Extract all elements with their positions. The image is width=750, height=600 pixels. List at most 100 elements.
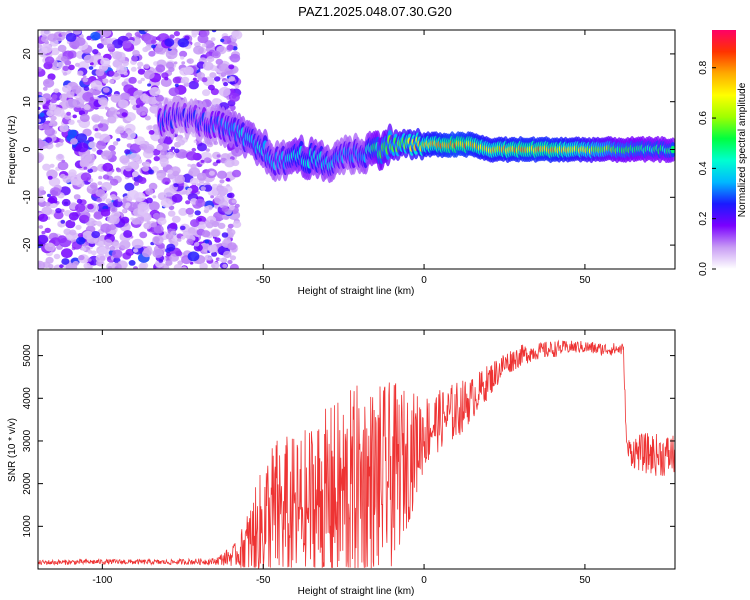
- spectrogram-noise-blob: [112, 141, 119, 146]
- spectrogram-noise-blob: [211, 251, 218, 257]
- spectrogram-noise-blob: [165, 259, 173, 266]
- spectrogram-noise-blob: [206, 56, 215, 63]
- spectrogram-noise-blob: [167, 55, 172, 60]
- spectrogram-noise-blob: [79, 158, 89, 167]
- spectrogram-noise-blob: [96, 197, 102, 203]
- spectrogram-noise-blob: [61, 198, 71, 207]
- spectrogram-noise-blob: [123, 84, 135, 94]
- spectrogram-noise-blob: [74, 62, 80, 67]
- colorbar-tick-label: 0.0: [698, 262, 709, 276]
- spectrogram-noise-blob: [65, 219, 76, 229]
- colorbar-label: Normalized spectral amplitude: [737, 82, 748, 217]
- spectrogram-noise-blob: [110, 194, 117, 199]
- colorbar: 0.0 0.2 0.4 0.6 0.8 Normalized spectral ampl…: [698, 30, 748, 276]
- spectrogram-noise-blob: [212, 161, 218, 167]
- spectrogram-noise-blob: [116, 138, 121, 142]
- spectrogram-noise-blob: [38, 124, 44, 130]
- spectrogram-noise-blob: [87, 203, 94, 210]
- snr-y-ticks: 1000 2000 3000 4000 5000: [22, 344, 675, 537]
- y-tick-label: 2000: [22, 472, 33, 495]
- spectrogram-noise-blob: [38, 139, 46, 149]
- spectrogram-noise-blob: [169, 222, 178, 230]
- spectrogram-noise-blob: [68, 212, 79, 221]
- spectrogram-noise-blob: [220, 38, 225, 43]
- spectrogram-noise-blob: [211, 261, 220, 269]
- spectrogram-noise-blob: [87, 168, 93, 173]
- spectrogram-noise-blob: [153, 225, 164, 234]
- spectrogram-noise-blob: [132, 50, 140, 57]
- spectrogram-noise-blob: [44, 227, 51, 233]
- spectrogram-noise-blob: [173, 61, 178, 65]
- spectrogram-noise-blob: [131, 55, 138, 62]
- spectrogram-noise-blob: [147, 125, 154, 130]
- spectrogram-noise-blob: [133, 181, 140, 186]
- spectrogram-noise-blob: [45, 137, 53, 143]
- spectrogram-noise-blob: [100, 57, 111, 67]
- spectrogram-x-ticks: -100 -50 0 50: [92, 30, 591, 286]
- spectrogram-noise-blob: [196, 172, 207, 181]
- spectrogram-noise-blob: [89, 62, 94, 66]
- spectrogram-noise-blob: [90, 182, 98, 189]
- spectrogram-noise-blob: [102, 78, 109, 84]
- spectrogram-noise-blob: [210, 195, 215, 199]
- spectrogram-noise-blob: [102, 87, 110, 93]
- spectrogram-noise-blob: [180, 235, 186, 240]
- spectrogram-noise-blob: [121, 112, 128, 117]
- spectrogram-noise-blob: [57, 44, 67, 53]
- spectrogram-noise-blob: [72, 260, 79, 267]
- spectrogram-noise-blob: [60, 219, 66, 224]
- spectrogram-noise-blob: [58, 223, 62, 227]
- spectrogram-noise-blob: [172, 76, 182, 84]
- spectrogram-noise-blob: [187, 163, 192, 167]
- spectrogram-noise-blob: [91, 231, 101, 239]
- spectrogram-noise-blob: [215, 58, 223, 65]
- spectrogram-noise-blob: [105, 106, 109, 110]
- spectrogram-noise-blob: [60, 56, 68, 62]
- spectrogram-noise-blob: [194, 210, 201, 216]
- spectrogram-noise-blob: [61, 248, 73, 259]
- spectrogram-noise-blob: [71, 85, 82, 94]
- spectrogram-noise-blob: [196, 183, 201, 187]
- spectrogram-noise-blob: [98, 241, 105, 247]
- spectrogram-noise-blob: [68, 169, 77, 177]
- spectrogram-noise-blob: [204, 254, 212, 261]
- spectrogram-noise-blob: [40, 35, 49, 43]
- spectrogram-noise-blob: [76, 236, 86, 245]
- spectrogram-noise-blob: [226, 227, 233, 233]
- spectrogram-noise-blob: [149, 86, 161, 97]
- spectrogram-noise-blob: [76, 142, 89, 153]
- y-tick-label: -10: [22, 190, 33, 205]
- spectrogram-noise-blob: [195, 79, 200, 83]
- spectrogram-noise-blob: [83, 104, 91, 111]
- spectrogram-noise-blob: [203, 184, 213, 192]
- spectrogram-noise-blob: [194, 242, 200, 247]
- spectrogram-noise-blob: [152, 235, 164, 245]
- spectrogram-noise-blob: [181, 61, 186, 65]
- spectrogram-noise-blob: [38, 152, 45, 162]
- spectrogram-noise-blob: [70, 138, 78, 145]
- spectrogram-noise-blob: [38, 106, 41, 111]
- spectrogram-noise-blob: [53, 210, 64, 220]
- spectrogram-noise-blob: [131, 238, 144, 249]
- spectrogram-noise-blob: [152, 148, 161, 156]
- spectrogram-noise-blob: [158, 259, 163, 263]
- spectrogram-noise-blob: [116, 111, 121, 115]
- spectrogram-noise-blob: [48, 177, 61, 187]
- spectrogram-noise-blob: [55, 153, 65, 161]
- spectrogram-noise-blob: [38, 66, 42, 72]
- spectrogram-noise-blob: [65, 91, 75, 99]
- spectrogram-noise-blob: [152, 195, 157, 199]
- spectrogram-noise-blob: [180, 225, 186, 231]
- spectrogram-noise-blob: [174, 174, 185, 184]
- spectrogram-noise-blob: [132, 171, 139, 177]
- spectrogram-noise-blob: [177, 238, 182, 242]
- spectrogram-noise-blob: [209, 72, 217, 79]
- spectrogram-y-label: Frequency (Hz): [7, 116, 18, 185]
- spectrogram-noise-blob: [177, 260, 184, 266]
- spectrogram-noise-blob: [193, 45, 204, 55]
- spectrogram-noise-blob: [156, 173, 161, 177]
- spectrogram-noise-blob: [228, 76, 236, 82]
- spectrogram-noise-blob: [125, 248, 135, 256]
- spectrogram-noise-blob: [95, 189, 106, 198]
- spectrogram-noise-blob: [168, 66, 175, 73]
